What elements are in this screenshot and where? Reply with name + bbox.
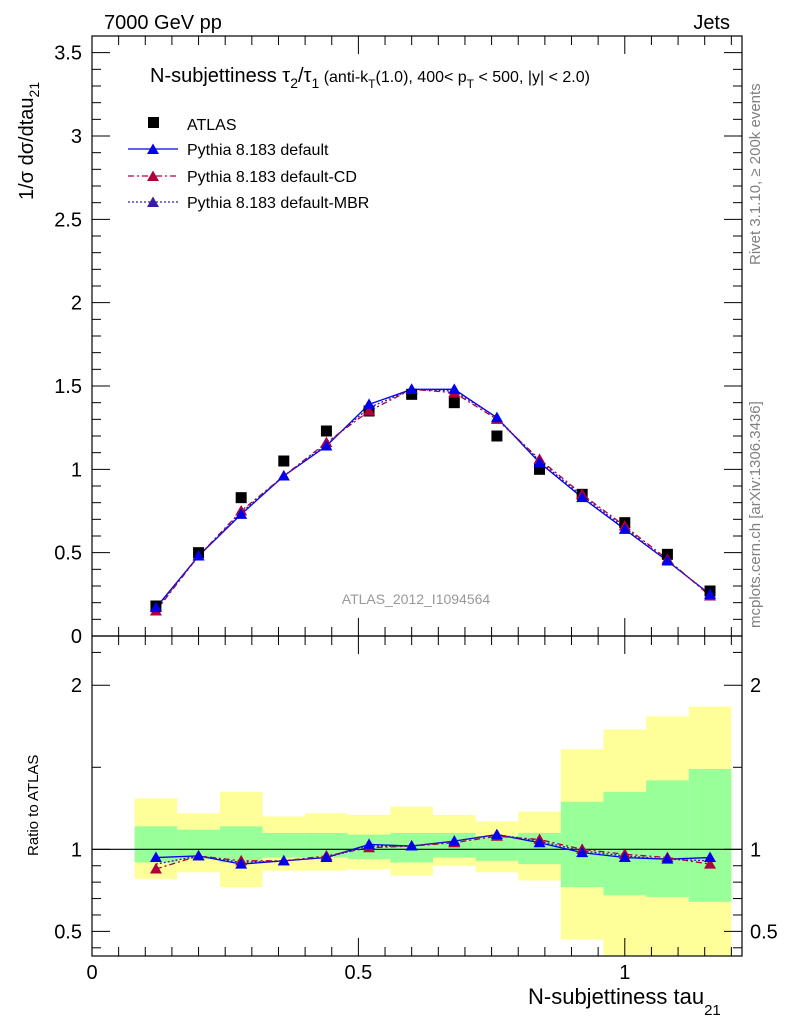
atlas-data-point (278, 455, 290, 467)
ratio-y-tick-label-right: 0.5 (750, 921, 778, 943)
legend-label-default: Pythia 8.183 default (187, 142, 329, 159)
x-tick-label: 1 (619, 962, 630, 984)
main-marker-cd (363, 405, 376, 416)
ratio-marker-default (448, 835, 461, 846)
ratio-marker-default (405, 840, 418, 851)
ratio-uncertainty-band (92, 706, 742, 956)
ratio-marker-cd (704, 858, 717, 869)
main-y-tick-label: 1 (71, 459, 82, 481)
legend-label-atlas: ATLAS (187, 117, 237, 134)
legend-marker-default (147, 143, 159, 154)
main-marker-default (661, 555, 674, 566)
ratio-line-mbr (155, 833, 711, 865)
band-inner-bin (603, 791, 647, 896)
x-tick-label: 0 (86, 962, 97, 984)
main-line-cd (155, 388, 711, 612)
legend-marker-mbr (147, 196, 159, 207)
legend-marker-cd (147, 170, 159, 181)
main-marker-default (363, 398, 376, 409)
side-text-mcplots: mcplots.cern.ch [arXiv:1306.3436] (747, 401, 764, 628)
ratio-marker-default (192, 849, 205, 861)
main-marker-default (149, 601, 162, 613)
plot-title: N-subjettiness τ2/τ1 (anti-kT(1.0), 400<… (150, 65, 590, 91)
atlas-data-point (235, 492, 247, 504)
y-axis-label: 1/σ dσ/dtau21 (16, 82, 42, 200)
legend-label-cd: Pythia 8.183 default-CD (187, 169, 357, 186)
main-y-tick-label: 1.5 (54, 376, 82, 398)
side-text-rivet: Rivet 3.1.10, ≥ 200k events (747, 83, 764, 265)
legend-marker-atlas (148, 117, 159, 128)
ratio-y-axis-label: Ratio to ATLAS (25, 755, 42, 856)
band-inner-bin (688, 768, 732, 902)
ratio-marker-default (320, 851, 333, 863)
main-marker-default (235, 508, 248, 519)
ratio-marker-default (533, 836, 546, 848)
ratio-marker-default (576, 846, 589, 858)
main-series (149, 383, 717, 616)
ratio-y-tick-label-right: 1 (750, 839, 761, 861)
main-marker-default (277, 470, 290, 481)
header-left: 7000 GeV pp (104, 12, 222, 34)
ratio-marker-cd (149, 863, 162, 874)
main-marker-default (618, 523, 631, 534)
main-marker-default (704, 588, 717, 599)
ratio-y-tick-label: 2 (71, 675, 82, 697)
ratio-marker-default (235, 858, 248, 869)
atlas-data-point (406, 388, 418, 400)
ratio-y-tick-label-right: 2 (750, 675, 761, 697)
atlas-data-point (534, 463, 546, 475)
ratio-marker-default (277, 854, 290, 866)
main-marker-default (490, 411, 503, 423)
x-axis-label: N-subjettiness tau21 (528, 984, 721, 1019)
main-marker-default (533, 456, 546, 468)
main-y-tick-label: 2.5 (54, 209, 82, 231)
main-y-tick-label: 2 (71, 293, 82, 315)
ratio-line-cd (155, 835, 711, 870)
main-marker-default (576, 491, 589, 503)
ratio-frame (91, 635, 743, 957)
ratio-marker-default (704, 851, 717, 863)
main-marker-default (192, 550, 205, 561)
main-line-default (155, 388, 711, 609)
band-inner-bin (262, 832, 306, 858)
main-y-tick-label: 0 (71, 626, 82, 648)
ratio-marker-default (363, 838, 376, 849)
x-tick-label: 0.5 (344, 962, 372, 984)
main-marker-default (320, 440, 333, 451)
ratio-marker-default (490, 828, 503, 840)
legend: ATLAS Pythia 8.183 default Pythia 8.183 … (128, 117, 369, 212)
ratio-y-tick-label: 0.5 (54, 921, 82, 943)
atlas-data-point (491, 430, 503, 442)
main-y-tick-label: 3.5 (54, 43, 82, 65)
ratio-y-tick-label: 1 (71, 839, 82, 861)
main-y-tick-label: 3 (71, 126, 82, 148)
header-right: Jets (693, 12, 730, 34)
legend-label-mbr: Pythia 8.183 default-MBR (187, 195, 369, 212)
band-inner-bin (646, 780, 689, 897)
main-y-tick-label: 0.5 (54, 543, 82, 565)
atlas-data-point (448, 397, 460, 409)
main-marker-default (405, 383, 418, 394)
ratio-marker-default (618, 851, 631, 863)
ratio-marker-default (149, 851, 162, 863)
ratio-series (149, 828, 717, 874)
atlas-data-point (320, 425, 332, 437)
axes: 00.511.522.533.50 0.5 10.5 0.51 12 2 (54, 35, 778, 984)
analysis-watermark: ATLAS_2012_I1094564 (342, 591, 491, 607)
ratio-marker-default (661, 853, 674, 864)
main-marker-default (448, 383, 461, 394)
